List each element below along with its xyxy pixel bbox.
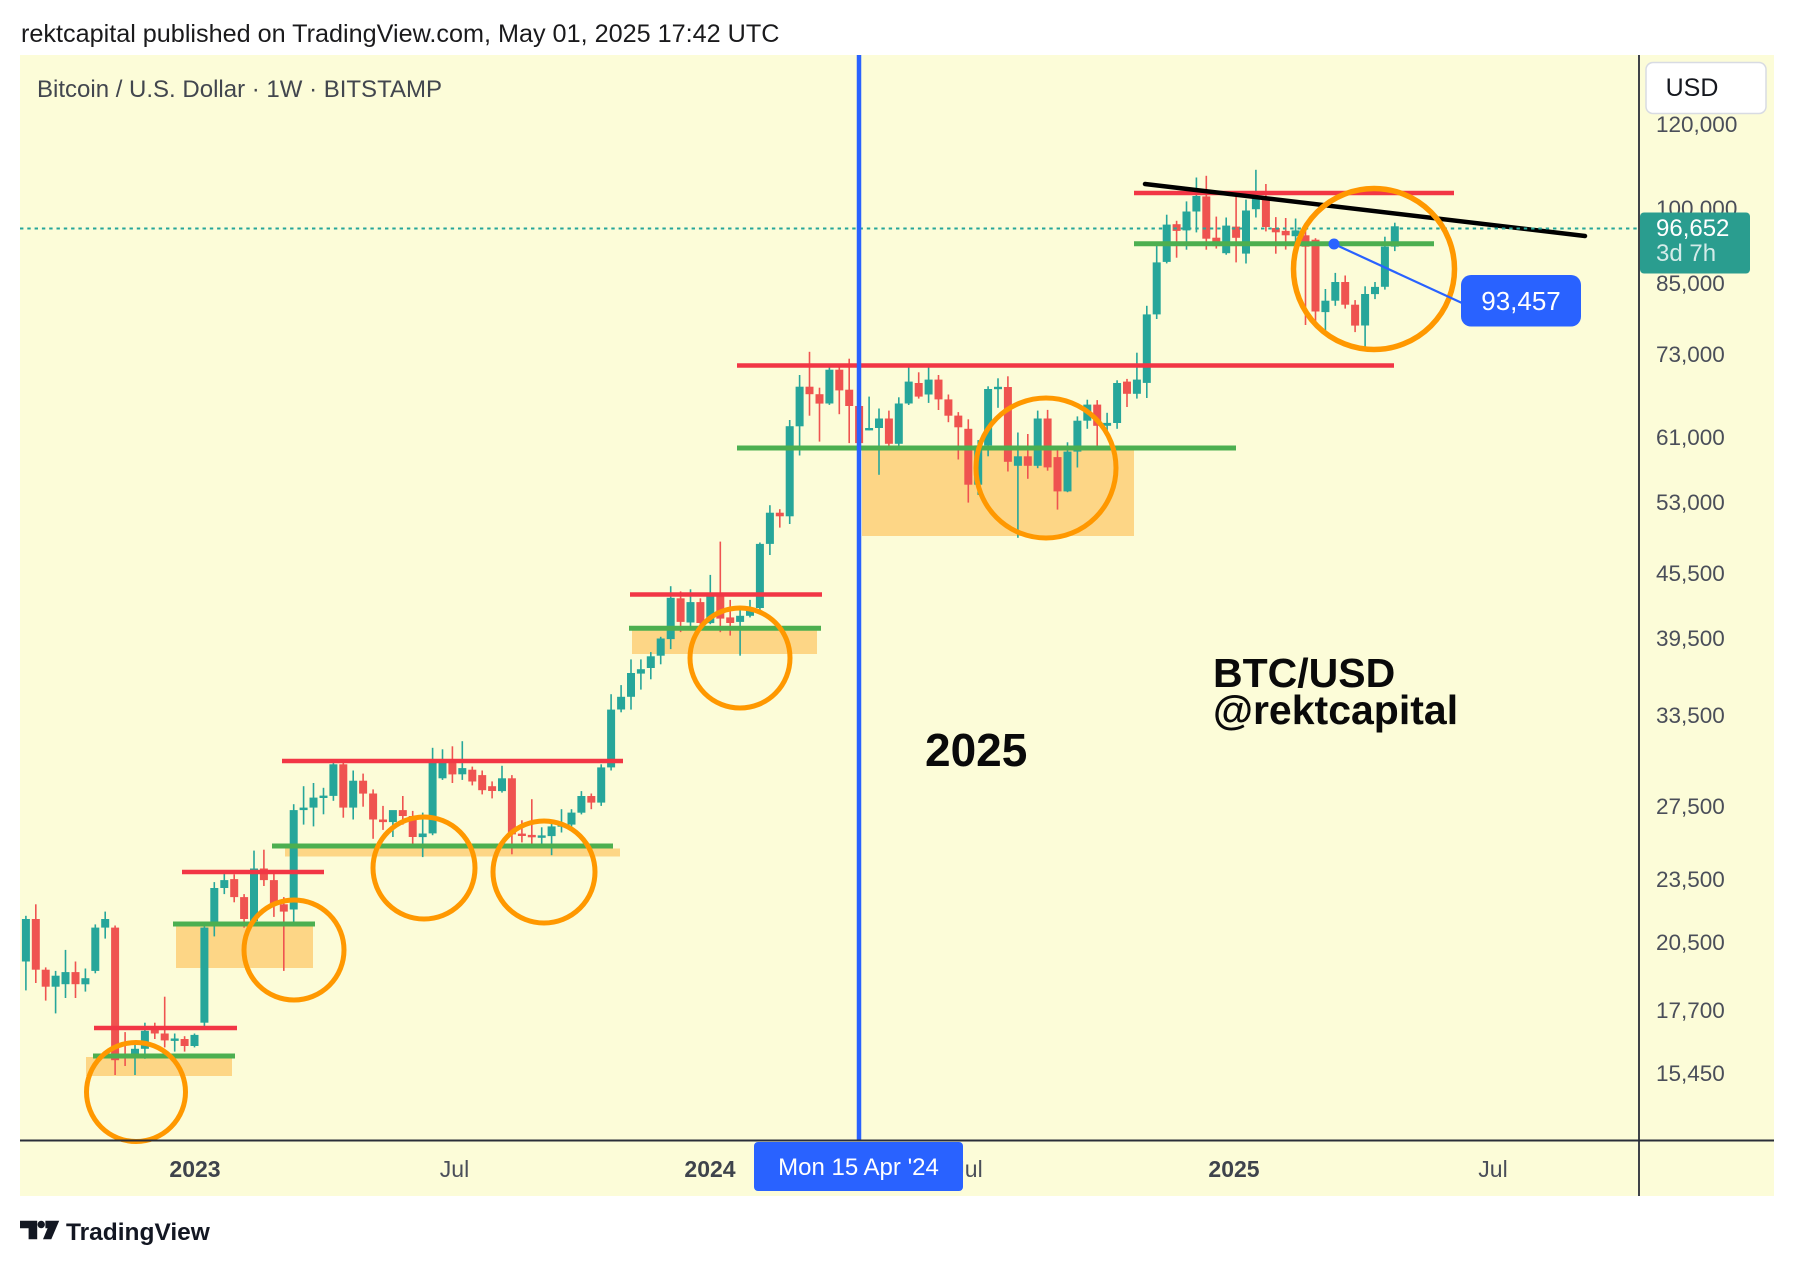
svg-text:Jul: Jul <box>1478 1156 1507 1182</box>
svg-text:15,450: 15,450 <box>1656 1061 1725 1086</box>
svg-text:20,500: 20,500 <box>1656 930 1725 955</box>
svg-text:96,652: 96,652 <box>1656 215 1729 242</box>
svg-text:39,500: 39,500 <box>1656 626 1725 651</box>
svg-text:2024: 2024 <box>684 1156 735 1182</box>
svg-text:2025: 2025 <box>1208 1156 1259 1182</box>
svg-text:53,000: 53,000 <box>1656 490 1725 515</box>
svg-text:TradingView: TradingView <box>66 1219 211 1246</box>
svg-text:33,500: 33,500 <box>1656 703 1725 728</box>
svg-text:BTC/USD: BTC/USD <box>1213 650 1395 696</box>
svg-text:@rektcapital: @rektcapital <box>1213 687 1458 733</box>
svg-text:Jul: Jul <box>440 1156 469 1182</box>
svg-text:23,500: 23,500 <box>1656 867 1725 892</box>
svg-text:61,000: 61,000 <box>1656 425 1725 450</box>
svg-text:3d 7h: 3d 7h <box>1656 240 1716 267</box>
svg-text:120,000: 120,000 <box>1656 112 1737 137</box>
svg-text:2023: 2023 <box>169 1156 220 1182</box>
svg-text:93,457: 93,457 <box>1481 286 1561 316</box>
svg-text:USD: USD <box>1666 74 1719 102</box>
svg-text:17,700: 17,700 <box>1656 998 1725 1023</box>
svg-text:rektcapital published on Tradi: rektcapital published on TradingView.com… <box>21 20 779 48</box>
svg-text:2025: 2025 <box>925 724 1027 776</box>
svg-text:73,000: 73,000 <box>1656 342 1725 367</box>
svg-text:45,500: 45,500 <box>1656 561 1725 586</box>
svg-text:Bitcoin / U.S. Dollar · 1W · B: Bitcoin / U.S. Dollar · 1W · BITSTAMP <box>37 76 442 103</box>
svg-text:27,500: 27,500 <box>1656 794 1725 819</box>
svg-text:Mon 15 Apr '24: Mon 15 Apr '24 <box>778 1154 939 1181</box>
svg-text:85,000: 85,000 <box>1656 271 1725 296</box>
